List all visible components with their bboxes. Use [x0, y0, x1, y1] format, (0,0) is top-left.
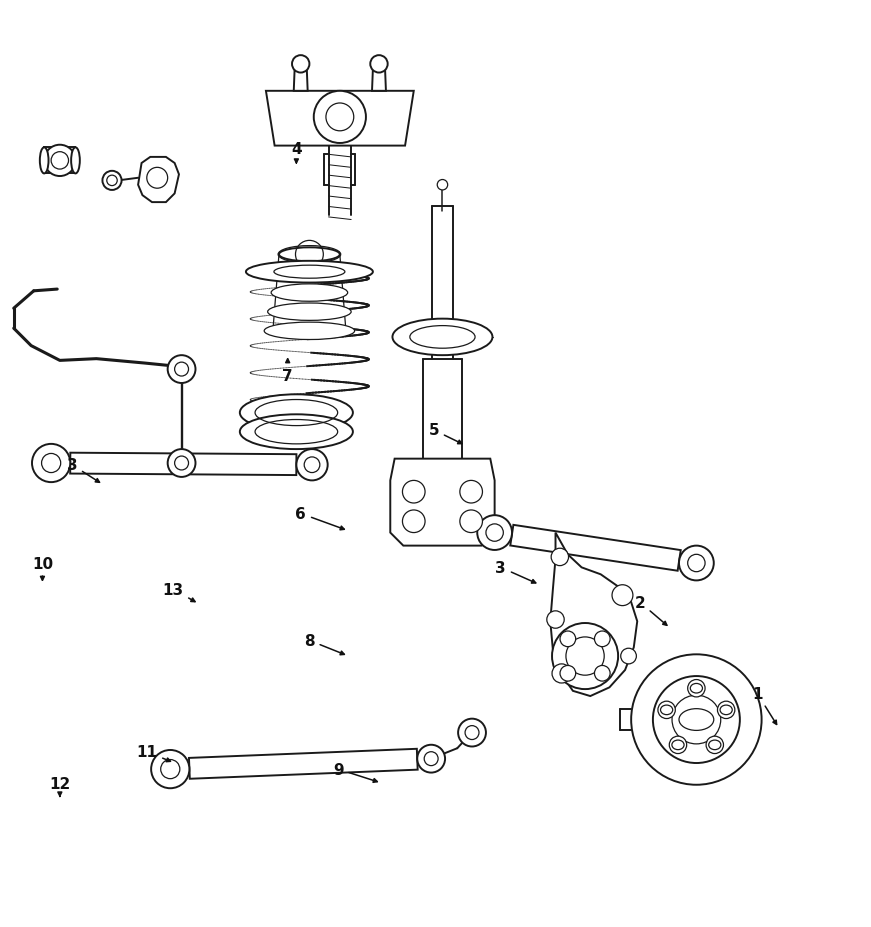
Polygon shape: [550, 533, 638, 696]
Polygon shape: [372, 70, 386, 92]
Text: 7: 7: [282, 360, 293, 383]
Circle shape: [370, 57, 388, 73]
Text: 13: 13: [162, 582, 195, 602]
Ellipse shape: [267, 304, 351, 321]
Circle shape: [167, 356, 195, 384]
Circle shape: [679, 546, 713, 581]
Circle shape: [718, 702, 735, 718]
Circle shape: [477, 515, 512, 551]
Text: 8: 8: [304, 633, 344, 655]
Circle shape: [103, 171, 122, 191]
Circle shape: [44, 146, 76, 177]
Polygon shape: [71, 453, 296, 476]
Circle shape: [460, 481, 483, 503]
Ellipse shape: [240, 395, 353, 431]
Text: 9: 9: [333, 762, 377, 782]
Circle shape: [631, 654, 761, 785]
Circle shape: [402, 511, 425, 533]
Text: 12: 12: [49, 776, 71, 796]
Text: 3: 3: [67, 458, 99, 483]
Text: 11: 11: [136, 744, 171, 762]
Circle shape: [658, 702, 675, 718]
Text: 1: 1: [752, 686, 777, 725]
Text: 10: 10: [32, 556, 53, 580]
Circle shape: [653, 677, 739, 763]
Ellipse shape: [264, 323, 354, 340]
Polygon shape: [294, 70, 307, 92]
Text: 4: 4: [291, 142, 301, 164]
Circle shape: [296, 450, 327, 481]
Circle shape: [560, 666, 576, 681]
Circle shape: [167, 450, 195, 477]
Polygon shape: [266, 92, 414, 146]
Ellipse shape: [240, 415, 353, 450]
Text: 6: 6: [295, 506, 344, 530]
Circle shape: [402, 481, 425, 503]
Circle shape: [669, 736, 686, 754]
Text: 3: 3: [496, 560, 536, 583]
Polygon shape: [189, 749, 418, 779]
Ellipse shape: [279, 248, 340, 262]
Polygon shape: [390, 459, 495, 546]
Text: 2: 2: [634, 595, 667, 626]
Ellipse shape: [246, 261, 373, 284]
Circle shape: [314, 92, 366, 144]
Circle shape: [560, 631, 576, 647]
Circle shape: [147, 168, 167, 189]
Ellipse shape: [393, 319, 492, 356]
Circle shape: [32, 444, 71, 483]
Circle shape: [595, 631, 610, 647]
Polygon shape: [44, 148, 76, 174]
Circle shape: [437, 181, 448, 191]
Ellipse shape: [278, 247, 341, 263]
Polygon shape: [138, 158, 179, 203]
Circle shape: [417, 745, 445, 773]
Polygon shape: [510, 526, 681, 571]
Ellipse shape: [271, 285, 348, 302]
Ellipse shape: [40, 148, 49, 174]
Circle shape: [551, 549, 569, 566]
Circle shape: [706, 736, 724, 754]
Circle shape: [458, 719, 486, 746]
Circle shape: [152, 750, 189, 788]
Text: 5: 5: [429, 423, 462, 444]
Circle shape: [612, 585, 633, 606]
Circle shape: [688, 679, 706, 697]
Ellipse shape: [274, 265, 344, 283]
Ellipse shape: [71, 148, 80, 174]
Circle shape: [460, 511, 483, 533]
Circle shape: [547, 611, 564, 629]
Circle shape: [552, 664, 571, 683]
Circle shape: [595, 666, 610, 681]
Circle shape: [621, 649, 637, 664]
Circle shape: [292, 57, 309, 73]
Circle shape: [552, 623, 618, 690]
